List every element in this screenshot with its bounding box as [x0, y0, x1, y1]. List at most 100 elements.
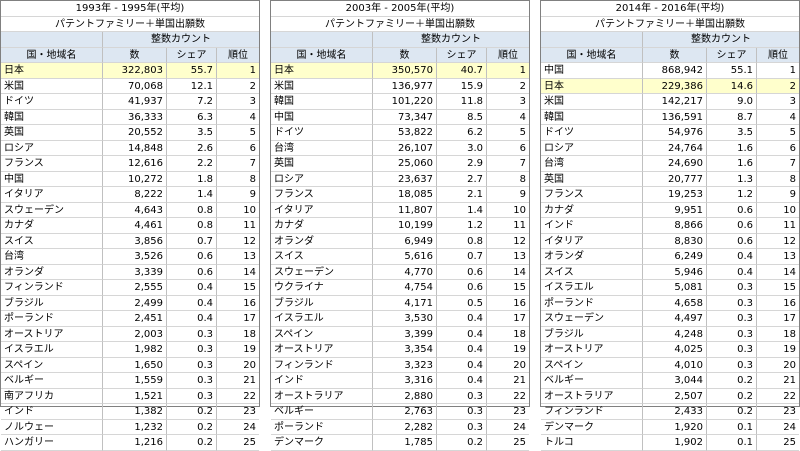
country-name: トルコ: [541, 435, 643, 451]
count-value: 136,977: [373, 78, 437, 94]
country-name: イタリア: [1, 187, 103, 203]
country-name: オーストラリア: [271, 388, 373, 404]
count-value: 4,497: [643, 311, 707, 327]
count-value: 2,499: [103, 295, 167, 311]
rank-value: 12: [487, 234, 529, 249]
country-name: スイス: [541, 264, 643, 280]
table-row: 米国 136,977 15.9 2: [271, 78, 529, 94]
country-name: ウクライナ: [271, 280, 373, 296]
country-name: フランス: [1, 156, 103, 172]
country-name: フランス: [271, 187, 373, 203]
country-name: オーストリア: [541, 342, 643, 358]
share-value: 0.3: [707, 357, 757, 373]
count-value: 1,920: [643, 419, 707, 435]
share-value: 0.3: [707, 295, 757, 311]
rank-value: 5: [487, 125, 529, 141]
table-row: フィンランド 2,433 0.2 23: [541, 404, 799, 420]
share-value: 0.4: [437, 357, 487, 373]
count-value: 4,643: [103, 202, 167, 218]
rank-value: 16: [217, 296, 259, 311]
table-row: 中国 10,272 1.8 8: [1, 171, 259, 187]
country-name: ノルウェー: [1, 419, 103, 435]
share-value: 0.4: [707, 249, 757, 265]
share-value: 0.3: [167, 373, 217, 389]
header-row: 国・地域名数シェア 順位: [271, 47, 529, 63]
count-value: 5,616: [373, 249, 437, 265]
country-name: ポーランド: [1, 311, 103, 327]
country-name: スイス: [271, 249, 373, 265]
rank-value: 8: [757, 172, 799, 187]
count-label: 整数カウント: [373, 32, 529, 48]
share-value: 7.2: [167, 94, 217, 110]
country-name: スウェーデン: [541, 311, 643, 327]
country-name: イタリア: [271, 202, 373, 218]
count-value: 3,316: [373, 373, 437, 389]
share-value: 1.6: [707, 156, 757, 172]
table-row: トルコ 1,902 0.1 25: [541, 435, 799, 451]
country-name: インド: [1, 404, 103, 420]
rank-value: 18: [217, 327, 259, 342]
table-row: 英国 20,777 1.3 8: [541, 171, 799, 187]
country-name: ロシア: [541, 140, 643, 156]
table-row: オーストリア 4,025 0.3 19: [541, 342, 799, 358]
country-name: ドイツ: [271, 125, 373, 141]
country-name: ベルギー: [1, 373, 103, 389]
country-name: オーストリア: [271, 342, 373, 358]
rank-value: 4: [757, 110, 799, 125]
family-label: パテントファミリー＋単国出願数: [1, 17, 259, 32]
table-row: ポーランド 2,282 0.3 24: [271, 419, 529, 435]
share-value: 0.4: [437, 311, 487, 327]
country-name: 日本: [1, 63, 103, 79]
count-row: 整数カウント: [1, 32, 259, 48]
country-name: ブラジル: [271, 295, 373, 311]
count-value: 24,690: [643, 156, 707, 172]
family-row: パテントファミリー＋単国出願数: [271, 17, 529, 32]
share-value: 0.2: [707, 404, 757, 420]
rank-value: 6: [217, 141, 259, 156]
count-value: 4,461: [103, 218, 167, 234]
table-row: ベルギー 1,559 0.3 21: [1, 373, 259, 389]
count-value: 14,848: [103, 140, 167, 156]
title-row: 2003年 - 2005年(平均): [271, 1, 529, 17]
country-name: 南アフリカ: [1, 388, 103, 404]
country-name: ベルギー: [271, 404, 373, 420]
table-row: スペイン 4,010 0.3 20: [541, 357, 799, 373]
count-value: 4,171: [373, 295, 437, 311]
share-value: 3.0: [437, 140, 487, 156]
count-value: 1,382: [103, 404, 167, 420]
share-value: 1.4: [437, 202, 487, 218]
col-header-num: 数: [643, 47, 707, 63]
count-value: 8,830: [643, 233, 707, 249]
table-row: ロシア 24,764 1.6 6: [541, 140, 799, 156]
count-value: 1,902: [643, 435, 707, 451]
count-value: 3,399: [373, 326, 437, 342]
country-name: ブラジル: [541, 326, 643, 342]
rank-value: 11: [487, 218, 529, 234]
rank-value: 2: [217, 79, 259, 94]
table-row: 台湾 24,690 1.6 7: [541, 156, 799, 172]
count-value: 20,777: [643, 171, 707, 187]
share-value: 0.2: [167, 404, 217, 420]
table-row: フランス 19,253 1.2 9: [541, 187, 799, 203]
country-name: イスラエル: [1, 342, 103, 358]
rank-value: 19: [487, 342, 529, 358]
count-value: 9,951: [643, 202, 707, 218]
rank-value: 22: [217, 389, 259, 404]
share-value: 2.7: [437, 171, 487, 187]
period-title: 2003年 - 2005年(平均): [271, 1, 529, 17]
share-value: 0.3: [437, 404, 487, 420]
rank-value: 17: [487, 311, 529, 327]
rank-value: 23: [217, 404, 259, 420]
rank-value: 18: [487, 327, 529, 342]
count-value: 10,199: [373, 218, 437, 234]
table-row: フランス 12,616 2.2 7: [1, 156, 259, 172]
table-row: スペイン 1,650 0.3 20: [1, 357, 259, 373]
rank-value: 15: [757, 280, 799, 296]
table-row: デンマーク 1,920 0.1 24: [541, 419, 799, 435]
country-name: ベルギー: [541, 373, 643, 389]
table-row: スウェーデン 4,643 0.8 10: [1, 202, 259, 218]
country-name: 英国: [271, 156, 373, 172]
country-name: インド: [541, 218, 643, 234]
share-value: 0.8: [167, 202, 217, 218]
share-value: 0.3: [707, 326, 757, 342]
